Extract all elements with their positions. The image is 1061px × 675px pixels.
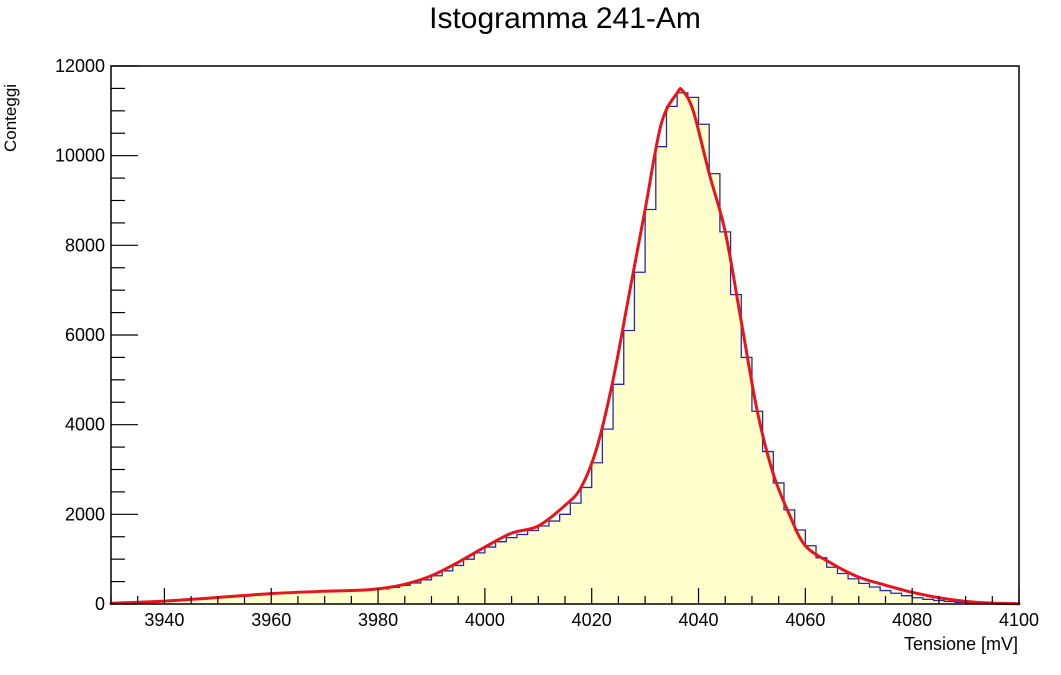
histogram-bin [922, 599, 934, 604]
histogram-bin [207, 598, 218, 604]
y-tick-label: 4000 [65, 415, 105, 435]
histogram-bin [303, 591, 314, 604]
histogram-bin [869, 586, 881, 604]
y-tick-label: 6000 [65, 325, 105, 345]
fit-curve [109, 87, 1021, 606]
histogram-bin [826, 567, 838, 604]
histogram-bin [581, 487, 592, 604]
histogram-bin [570, 503, 582, 604]
histogram-bin [506, 537, 517, 604]
x-tick-label: 4100 [999, 610, 1039, 630]
histogram-bin [228, 596, 240, 604]
y-tick-label: 0 [95, 594, 105, 614]
x-axis-label: Tensione [mV] [904, 634, 1018, 654]
histogram-bin [410, 582, 421, 604]
histogram-bin [816, 557, 827, 604]
histogram-bin [431, 575, 443, 604]
histogram-bin [559, 514, 571, 604]
histogram-bin [762, 451, 774, 604]
y-tick-label: 8000 [65, 235, 105, 255]
y-tick-label: 10000 [55, 146, 105, 166]
histogram-bin [164, 601, 176, 604]
histogram-bin [516, 534, 528, 604]
histogram-bin [548, 521, 560, 604]
histogram-bin [495, 541, 507, 604]
histogram-bin [474, 552, 485, 604]
x-tick-label: 3980 [358, 610, 398, 630]
histogram-fill [111, 92, 1019, 605]
histogram-bin [367, 589, 379, 604]
fit-curve-line [109, 87, 1021, 606]
x-tick-label: 3960 [251, 610, 291, 630]
histogram-bin [794, 530, 806, 604]
histogram-bin [944, 601, 955, 604]
y-axis: 0 2000 4000 6000 8000 10000 12000 [55, 56, 138, 614]
histogram-bin [613, 384, 624, 604]
histogram-bin [837, 573, 849, 604]
histogram-bin [666, 106, 678, 604]
histogram-bin [463, 559, 475, 604]
histogram-bin [858, 583, 870, 604]
histogram-bin [399, 585, 411, 604]
chart-title: Istogramma 241-Am [429, 2, 701, 35]
histogram-bin [442, 570, 453, 604]
histogram-bin [783, 509, 795, 604]
histogram-bin [260, 594, 272, 604]
histogram-bin [484, 547, 496, 604]
histogram-bin [217, 597, 229, 604]
histogram-bin [175, 600, 186, 604]
histogram-bin [901, 595, 913, 604]
histogram-bin [602, 429, 614, 604]
histogram-bin [719, 231, 731, 604]
histogram-bin [420, 579, 432, 604]
x-axis: 3940 3960 3980 4000 4020 4040 4060 4080 4100 [110, 588, 1039, 630]
histogram-bin [655, 146, 667, 604]
histogram-bin [805, 545, 817, 604]
histogram-bin [848, 578, 859, 604]
histogram-bin [249, 595, 261, 604]
histogram-bin [751, 411, 763, 604]
x-tick-label: 4080 [892, 610, 932, 630]
histogram-bin [645, 209, 656, 604]
histogram-bin [623, 330, 635, 604]
histogram-bin [313, 591, 325, 604]
y-tick-label: 2000 [65, 504, 105, 524]
histogram-bin [196, 599, 208, 604]
histogram-bin [388, 587, 400, 604]
histogram-bin [324, 591, 336, 604]
y-axis-label: Conteggi [1, 84, 20, 152]
histogram-bin [677, 92, 688, 605]
histogram-bin [709, 173, 720, 604]
histogram-bin [730, 294, 742, 604]
histogram-bin [538, 525, 549, 604]
histogram-bin [773, 482, 784, 604]
histogram-bin [591, 462, 603, 604]
x-tick-label: 4040 [679, 610, 719, 630]
histogram-bin [912, 597, 923, 604]
histogram-bin [698, 124, 710, 605]
histogram-bin [452, 565, 464, 604]
histogram-bin [634, 272, 646, 604]
histogram-bin [271, 593, 282, 604]
x-tick-label: 4060 [785, 610, 825, 630]
histogram-bin [356, 590, 368, 604]
x-tick-label: 4000 [465, 610, 505, 630]
x-tick-label: 3940 [144, 610, 184, 630]
histogram-bin [741, 357, 752, 604]
x-tick-label: 4020 [572, 610, 612, 630]
histogram-bin [527, 530, 539, 604]
histogram-bin [335, 590, 347, 604]
y-tick-label: 12000 [55, 56, 105, 76]
histogram-bin [954, 602, 966, 604]
histogram-bin [378, 588, 389, 604]
histogram-bin [281, 592, 293, 604]
histogram-bin [687, 97, 699, 604]
histogram-bin [890, 593, 902, 604]
